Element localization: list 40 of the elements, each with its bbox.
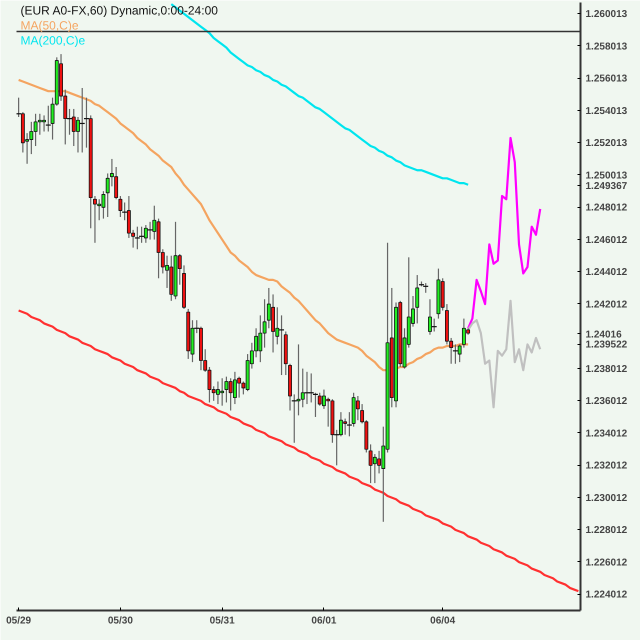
line-series (18, 309, 580, 592)
y-tick-label: 1.244012 (586, 267, 628, 278)
y-tick-label: 1.260013 (586, 9, 628, 20)
y-tick-label: 1.230012 (586, 492, 628, 504)
candlestick (224, 376, 228, 404)
y-tick-label: 1.248012 (586, 202, 628, 214)
line-series (467, 136, 542, 330)
y-tick-label: 1.226012 (586, 557, 628, 568)
candlestick (372, 453, 377, 484)
candlestick (220, 378, 224, 406)
y-tick-label: 1.258013 (586, 41, 628, 52)
y-tick-label: 1.228012 (586, 525, 628, 536)
candlestick (106, 172, 110, 218)
y-tick-label: 1.252013 (586, 138, 628, 150)
line-series (467, 300, 542, 408)
y-tick-label: 1.249367 (586, 180, 628, 192)
text: MA(200,C)e (20, 34, 86, 48)
y-tick-label: 1.24016 (586, 329, 622, 340)
x-tick-label: 05/29 (6, 616, 32, 626)
x-tick-label: 06/04 (430, 616, 456, 626)
y-tick-label: 1.246012 (586, 234, 628, 246)
candlestick (216, 380, 220, 405)
y-tick-label: 1.250013 (586, 170, 628, 182)
candlestick (300, 368, 305, 408)
candlestick (356, 395, 360, 421)
y-tick-label: 1.238012 (586, 364, 628, 375)
x-tick-label: 05/30 (108, 616, 134, 626)
candlestick (228, 378, 233, 412)
y-tick-label: 1.224012 (586, 590, 628, 601)
y-tick-label: 1.239522 (586, 340, 628, 351)
y-tick-label: 1.232012 (586, 460, 628, 472)
y-tick-label: 1.234012 (586, 428, 628, 440)
x-tick-label: 06/01 (311, 616, 337, 626)
candlestick (462, 318, 466, 348)
y-tick-label: 1.256013 (586, 74, 628, 85)
y-tick-label: 1.242012 (586, 299, 628, 310)
y-tick-label: 1.236012 (586, 396, 628, 408)
y-tick-label: 1.254013 (586, 106, 628, 117)
x-tick-label: 05/31 (210, 616, 236, 626)
text: MA(50,C)e (20, 18, 79, 32)
